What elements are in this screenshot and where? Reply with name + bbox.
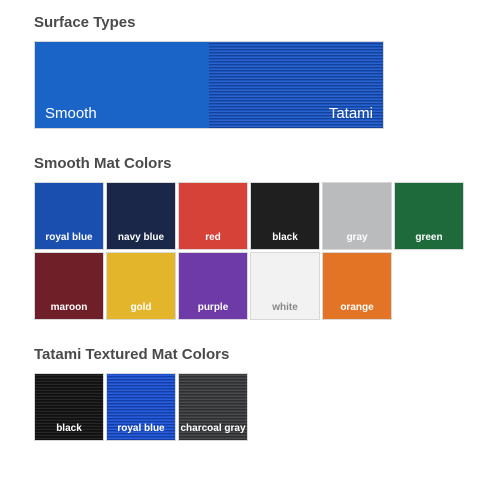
smooth-swatch: maroon bbox=[34, 252, 104, 320]
surface-types-title: Surface Types bbox=[34, 14, 470, 31]
smooth-swatch: black bbox=[250, 182, 320, 250]
smooth-swatch: navy blue bbox=[106, 182, 176, 250]
smooth-swatch-label: red bbox=[179, 233, 247, 243]
smooth-swatch: red bbox=[178, 182, 248, 250]
smooth-swatch-label: orange bbox=[323, 303, 391, 313]
tatami-swatch: black bbox=[34, 373, 104, 441]
tatami-swatch: royal blue bbox=[106, 373, 176, 441]
tatami-swatch-label: royal blue bbox=[107, 424, 175, 434]
smooth-swatch: gray bbox=[322, 182, 392, 250]
surface-smooth-label: Smooth bbox=[45, 105, 97, 122]
smooth-swatch-label: navy blue bbox=[107, 233, 175, 243]
surface-smooth: Smooth bbox=[35, 42, 209, 128]
tatami-colors-section: Tatami Textured Mat Colors black royal bl… bbox=[34, 346, 470, 441]
smooth-colors-section: Smooth Mat Colors royal blue navy blue red… bbox=[34, 155, 470, 320]
smooth-swatch: orange bbox=[322, 252, 392, 320]
surface-types-section: Surface Types Smooth Tatami bbox=[34, 14, 470, 129]
tatami-swatch-label: black bbox=[35, 424, 103, 434]
smooth-swatch-label: white bbox=[251, 303, 319, 313]
smooth-swatch: green bbox=[394, 182, 464, 250]
smooth-swatch-label: maroon bbox=[35, 303, 103, 313]
smooth-swatch-label: gray bbox=[323, 233, 391, 243]
surface-types-row: Smooth Tatami bbox=[34, 41, 384, 129]
smooth-colors-title: Smooth Mat Colors bbox=[34, 155, 470, 172]
tatami-swatch-label: charcoal gray bbox=[179, 424, 247, 434]
smooth-swatch-label: black bbox=[251, 233, 319, 243]
surface-tatami: Tatami bbox=[209, 42, 383, 128]
smooth-swatch: white bbox=[250, 252, 320, 320]
smooth-swatch-label: royal blue bbox=[35, 233, 103, 243]
tatami-swatch: charcoal gray bbox=[178, 373, 248, 441]
tatami-swatch-grid: black royal blue charcoal gray bbox=[34, 373, 474, 441]
smooth-swatch: purple bbox=[178, 252, 248, 320]
smooth-swatch: gold bbox=[106, 252, 176, 320]
tatami-colors-title: Tatami Textured Mat Colors bbox=[34, 346, 470, 363]
surface-tatami-label: Tatami bbox=[329, 105, 373, 122]
smooth-swatch-label: purple bbox=[179, 303, 247, 313]
smooth-swatch: royal blue bbox=[34, 182, 104, 250]
smooth-swatch-label: gold bbox=[107, 303, 175, 313]
smooth-swatch-grid: royal blue navy blue red black gray green maro… bbox=[34, 182, 474, 320]
smooth-swatch-label: green bbox=[395, 233, 463, 243]
